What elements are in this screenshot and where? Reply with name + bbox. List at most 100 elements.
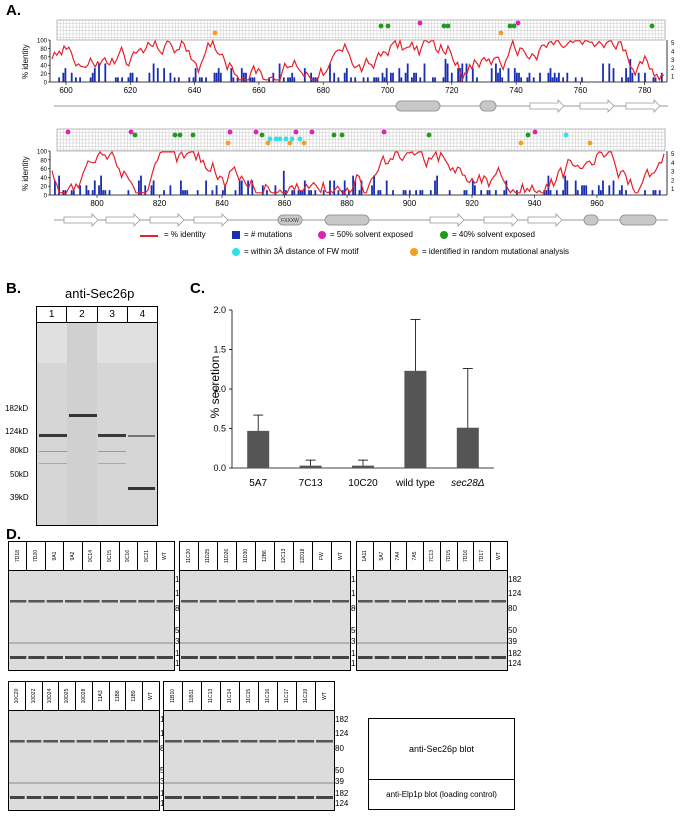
mutation-bar xyxy=(371,185,373,195)
band xyxy=(374,600,390,603)
mutation-bar xyxy=(217,68,220,82)
mutation-bar xyxy=(282,170,285,195)
mutation-bar xyxy=(238,180,241,195)
mutation-bar xyxy=(54,180,56,195)
mutation-bar xyxy=(121,77,123,82)
band xyxy=(237,600,255,603)
mutation-bar xyxy=(602,63,604,82)
mw-marker: 182 xyxy=(335,715,349,724)
legend-random: = identified in random mutational analys… xyxy=(422,247,569,256)
band xyxy=(69,414,97,417)
legend-random-dot xyxy=(410,248,418,256)
band xyxy=(491,600,506,603)
plot-top: 100 80 60 40 20 0 5 4 3 2 1 % identity 600 620 640 660 6… xyxy=(21,39,675,96)
mutation-bar xyxy=(163,190,165,195)
mutation-bar xyxy=(117,77,119,82)
panel-a-legend: = % identity = # mutations = 50% solvent… xyxy=(140,230,680,263)
mutation-bar xyxy=(64,68,67,82)
residue-marker-dot xyxy=(445,23,451,29)
band xyxy=(26,740,42,743)
mutation-bar xyxy=(75,77,77,82)
mutation-bar xyxy=(411,77,413,82)
band xyxy=(43,740,58,743)
mutation-bar xyxy=(278,63,281,82)
mutation-bar xyxy=(471,68,474,82)
mutation-bar xyxy=(201,77,203,82)
band xyxy=(128,487,155,490)
loading-control-band xyxy=(237,656,255,659)
mutation-bar xyxy=(408,190,411,195)
band xyxy=(218,600,236,603)
mutation-bar xyxy=(219,72,222,82)
residue-marker-dot xyxy=(498,30,504,36)
residue-marker-dot xyxy=(293,129,299,135)
legend-mutations: = # mutations xyxy=(244,230,293,239)
mutation-bar xyxy=(205,77,207,82)
loading-control-band xyxy=(278,796,296,799)
mutation-bar xyxy=(102,190,105,195)
mutation-bar xyxy=(70,72,73,82)
x-tick: 740 xyxy=(509,86,523,95)
residue-marker-dot xyxy=(331,132,337,138)
mutation-bar xyxy=(629,58,632,82)
mutation-bar xyxy=(558,72,560,82)
blot-bands xyxy=(164,711,334,810)
y-tick-right: 3 xyxy=(671,170,675,176)
mutation-bar xyxy=(350,77,352,82)
mutation-bar xyxy=(310,190,312,195)
marker-39: 39kD xyxy=(10,493,29,502)
y-axis-label: % identity xyxy=(21,44,30,79)
mutation-bar xyxy=(654,190,657,195)
chart-c-ylabel: % secretion xyxy=(208,355,222,419)
loading-control-band xyxy=(199,656,217,659)
mutation-bar xyxy=(471,180,474,195)
mutation-bar xyxy=(486,190,489,195)
mutation-bar xyxy=(574,180,577,195)
mw-marker: 182 xyxy=(335,789,349,798)
band xyxy=(120,600,137,603)
mutation-bar xyxy=(79,185,81,195)
lane-label: 2 xyxy=(67,307,98,322)
mutation-bar xyxy=(329,180,331,195)
band xyxy=(256,600,274,603)
mutation-bar xyxy=(72,190,75,195)
loading-control-band xyxy=(221,796,239,799)
loading-control-band xyxy=(294,656,312,659)
mutation-bar xyxy=(520,77,522,82)
mutation-bar xyxy=(581,77,583,82)
residue-marker-dot xyxy=(511,23,517,29)
mutation-bar xyxy=(213,72,216,82)
band xyxy=(474,600,490,603)
mutation-bar xyxy=(253,77,256,82)
band xyxy=(60,740,75,743)
blot-bands xyxy=(9,571,174,670)
bar xyxy=(352,465,374,468)
mutation-bar xyxy=(205,180,207,195)
helix-shape xyxy=(324,214,370,226)
mutation-bar xyxy=(463,190,466,195)
residue-marker-dot xyxy=(297,136,303,142)
band xyxy=(126,740,142,743)
mutation-bar xyxy=(621,77,623,82)
mutation-bar xyxy=(287,77,289,82)
x-category-label: 10C20 xyxy=(348,478,378,489)
mutation-bar xyxy=(585,185,588,195)
mutation-bar xyxy=(618,190,621,195)
loading-control-band xyxy=(218,656,236,659)
loading-control-band xyxy=(26,796,42,799)
mutation-bar xyxy=(127,190,130,195)
mutation-bar xyxy=(261,185,264,195)
lane-label: 11B11 xyxy=(189,689,195,703)
lane-label: 10C20 xyxy=(13,688,20,704)
mutation-bar xyxy=(87,190,90,195)
mutation-bar xyxy=(343,180,346,195)
legend-elp1p: anti-Elp1p blot (loading control) xyxy=(386,790,497,799)
mw-marker: 39 xyxy=(508,637,517,646)
mutation-bar xyxy=(432,77,434,82)
lane-label: 10D22 xyxy=(30,688,37,704)
y-tick-left: 80 xyxy=(40,47,47,53)
loading-control-band xyxy=(240,796,258,799)
lane-label: 7D16 xyxy=(462,550,469,562)
band xyxy=(313,600,331,603)
